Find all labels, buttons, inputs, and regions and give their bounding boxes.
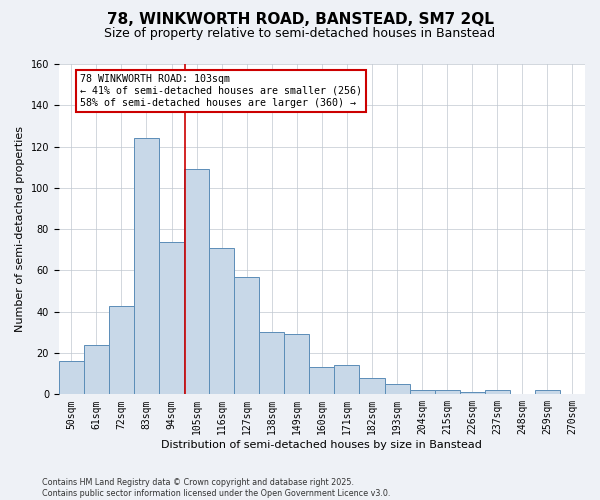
X-axis label: Distribution of semi-detached houses by size in Banstead: Distribution of semi-detached houses by …	[161, 440, 482, 450]
Bar	[234, 276, 259, 394]
Text: Contains HM Land Registry data © Crown copyright and database right 2025.
Contai: Contains HM Land Registry data © Crown c…	[42, 478, 391, 498]
Bar	[259, 332, 284, 394]
Bar	[535, 390, 560, 394]
Bar	[410, 390, 434, 394]
Bar	[184, 170, 209, 394]
Bar	[460, 392, 485, 394]
Bar	[84, 345, 109, 395]
Text: 78 WINKWORTH ROAD: 103sqm
← 41% of semi-detached houses are smaller (256)
58% of: 78 WINKWORTH ROAD: 103sqm ← 41% of semi-…	[80, 74, 362, 108]
Bar	[385, 384, 410, 394]
Y-axis label: Number of semi-detached properties: Number of semi-detached properties	[15, 126, 25, 332]
Bar	[109, 306, 134, 394]
Bar	[485, 390, 510, 394]
Bar	[59, 362, 84, 394]
Bar	[284, 334, 310, 394]
Bar	[134, 138, 159, 394]
Bar	[334, 366, 359, 394]
Bar	[434, 390, 460, 394]
Bar	[310, 368, 334, 394]
Text: Size of property relative to semi-detached houses in Banstead: Size of property relative to semi-detach…	[104, 28, 496, 40]
Bar	[359, 378, 385, 394]
Bar	[209, 248, 234, 394]
Bar	[159, 242, 184, 394]
Text: 78, WINKWORTH ROAD, BANSTEAD, SM7 2QL: 78, WINKWORTH ROAD, BANSTEAD, SM7 2QL	[107, 12, 493, 28]
